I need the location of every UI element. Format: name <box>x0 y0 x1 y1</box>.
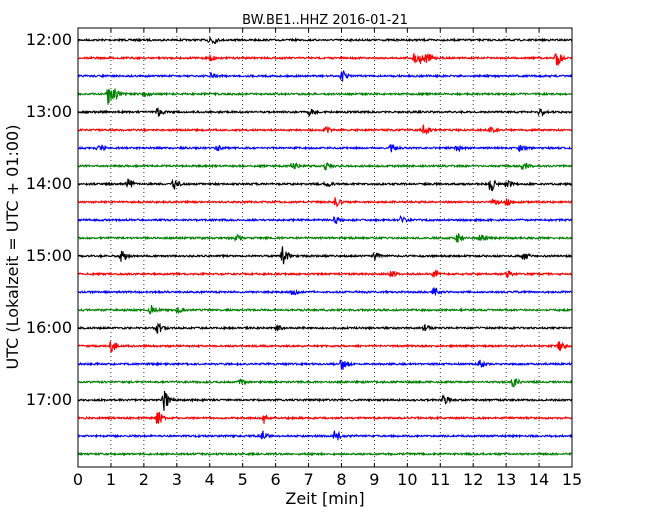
trace-1245 <box>77 88 573 105</box>
trace-rows <box>77 36 573 457</box>
trace-1400 <box>77 178 573 192</box>
y-tick-label: 16:00 <box>26 318 72 337</box>
trace-1700 <box>77 390 573 411</box>
trace-1215 <box>77 52 573 66</box>
x-tick-label: 13 <box>496 470 516 489</box>
x-tick-label: 1 <box>106 470 116 489</box>
trace-1615 <box>77 341 573 353</box>
trace-1415 <box>77 196 573 208</box>
trace-1515 <box>77 269 573 279</box>
x-tick-label: 11 <box>430 470 450 489</box>
x-axis-label: Zeit [min] <box>285 489 364 508</box>
trace-1230 <box>77 69 573 82</box>
trace-1715 <box>77 411 573 424</box>
trace-1730 <box>77 429 573 441</box>
x-axis: 0 1 2 3 4 5 6 7 8 9 10 11 12 13 14 15 <box>73 28 582 489</box>
trace-1430 <box>77 214 573 225</box>
x-tick-label: 6 <box>271 470 281 489</box>
y-tick-label: 17:00 <box>26 390 72 409</box>
y-tick-label: 13:00 <box>26 102 72 121</box>
y-axis-label: UTC (Lokalzeit = UTC + 01:00) <box>3 125 22 370</box>
chart-title: BW.BE1..HHZ 2016-01-21 <box>242 13 408 28</box>
trace-1545 <box>77 304 573 315</box>
x-tick-label: 4 <box>205 470 215 489</box>
trace-1315 <box>77 124 573 135</box>
trace-1200 <box>77 36 573 45</box>
x-tick-label: 14 <box>529 470 549 489</box>
trace-1745 <box>77 451 573 457</box>
x-tick-label: 5 <box>238 470 248 489</box>
x-tick-label: 8 <box>336 470 346 489</box>
trace-1345 <box>77 162 573 171</box>
x-tick-label: 12 <box>463 470 483 489</box>
trace-1445 <box>77 233 573 243</box>
y-axis: 12:00 13:00 14:00 15:00 16:00 17:00 <box>26 30 82 409</box>
trace-1330 <box>77 144 573 153</box>
x-tick-label: 10 <box>397 470 417 489</box>
trace-1630 <box>77 359 573 370</box>
trace-1600 <box>77 322 573 334</box>
plot-frame <box>77 27 573 468</box>
x-tick-label: 0 <box>73 470 83 489</box>
trace-1645 <box>77 377 573 388</box>
x-tick-label: 7 <box>303 470 313 489</box>
trace-1500 <box>77 246 573 265</box>
y-tick-label: 15:00 <box>26 246 72 265</box>
x-tick-label: 9 <box>369 470 379 489</box>
x-tick-label: 2 <box>139 470 149 489</box>
trace-1530 <box>77 287 573 296</box>
x-tick-label: 15 <box>562 470 582 489</box>
x-tick-label: 3 <box>172 470 182 489</box>
y-tick-label: 14:00 <box>26 174 72 193</box>
y-tick-label: 12:00 <box>26 30 72 49</box>
trace-1300 <box>77 107 573 118</box>
